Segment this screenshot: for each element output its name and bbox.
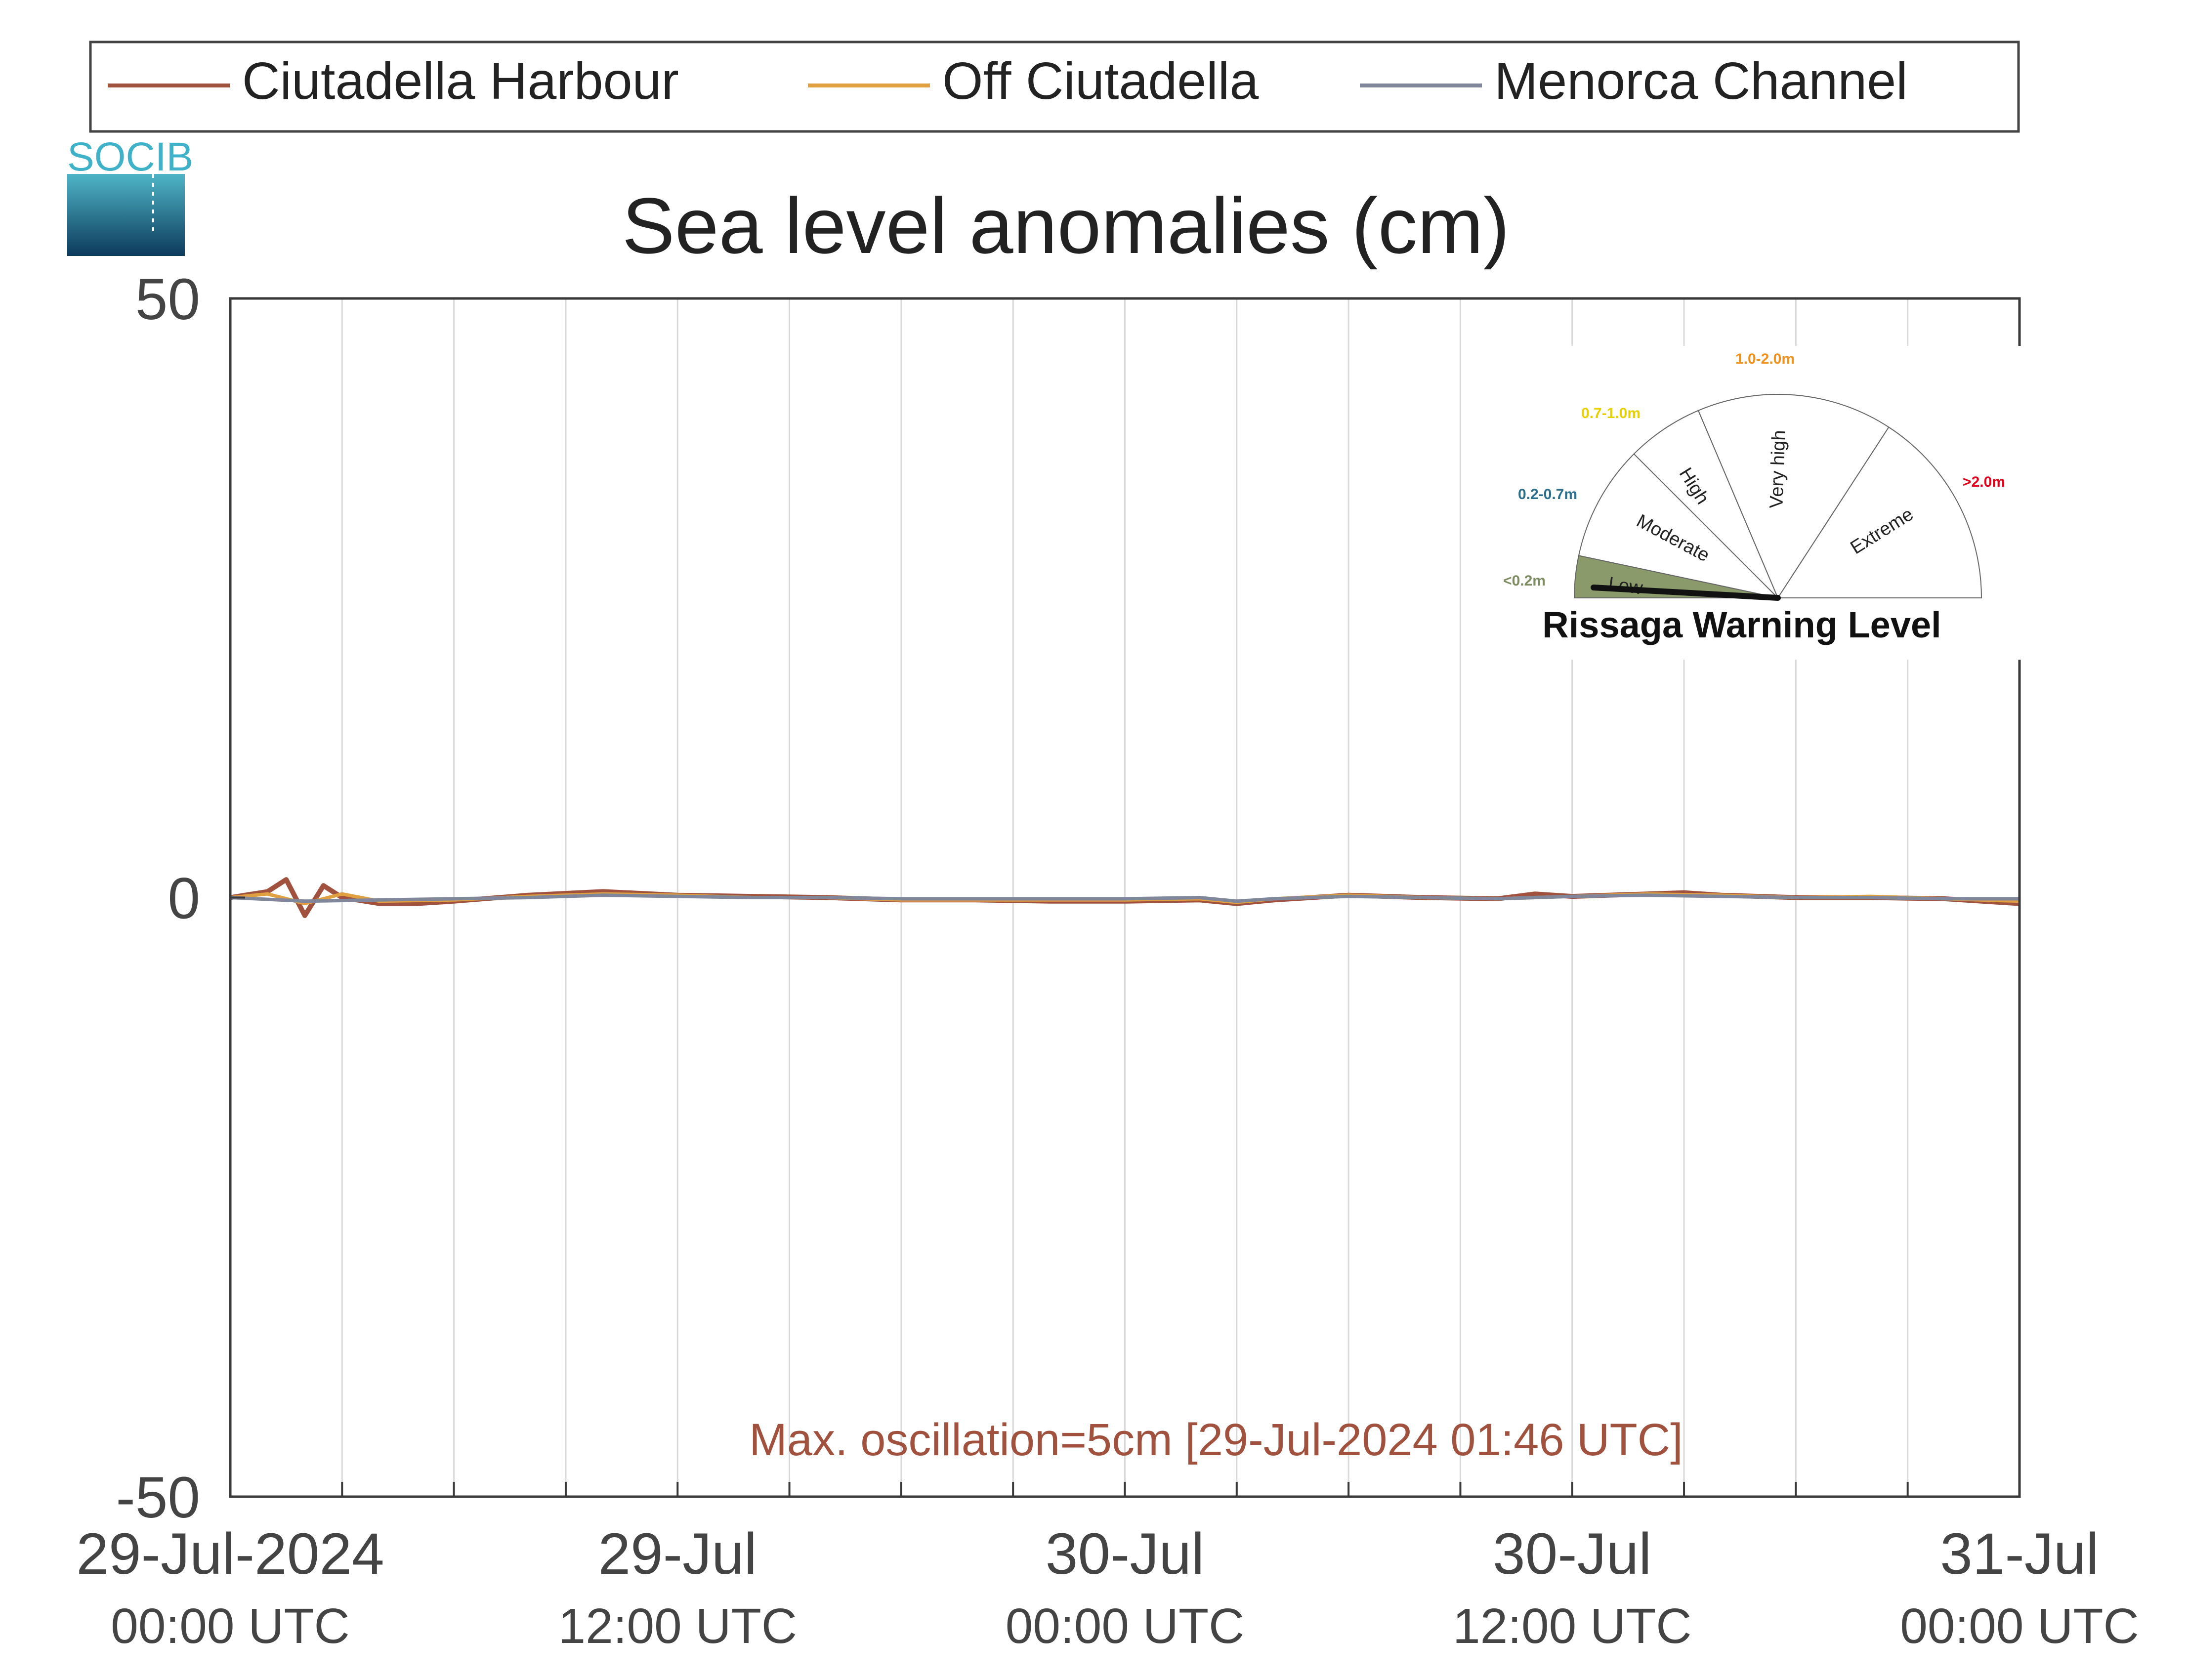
- x-tick-label-time: 12:00 UTC: [1453, 1598, 1692, 1654]
- gauge-sector-very-high: [1697, 394, 1890, 599]
- x-tick-label-time: 00:00 UTC: [111, 1598, 350, 1654]
- y-tick-label: 50: [135, 267, 200, 332]
- gauge-sector-extreme: [1777, 426, 1982, 598]
- y-tick-label: 0: [168, 866, 200, 931]
- gauge-range-label: >2.0m: [1963, 474, 2005, 490]
- x-tick-label-time: 00:00 UTC: [1900, 1598, 2139, 1654]
- series-line-menorca-channel: [230, 893, 2020, 903]
- legend-label-menorca-channel: Menorca Channel: [1494, 52, 1908, 110]
- chart-title: Sea level anomalies (cm): [622, 181, 1510, 270]
- gauge-range-label: <0.2m: [1503, 573, 1546, 589]
- gauge-level-label: Very high: [1766, 430, 1790, 509]
- x-tick-label-date: 30-Jul: [1046, 1521, 1204, 1587]
- gauge-sector-high: [1633, 410, 1778, 598]
- legend-box: [89, 41, 2020, 133]
- gauge-range-label: 0.7-1.0m: [1581, 405, 1641, 421]
- x-tick-label-date: 29-Jul-2024: [76, 1521, 384, 1587]
- legend-label-off-ciutadella: Off Ciutadella: [942, 52, 1259, 110]
- x-tick-label-date: 29-Jul: [598, 1521, 757, 1587]
- legend-label-ciutadella-harbour: Ciutadella Harbour: [242, 52, 679, 110]
- y-axis: -50 0 50: [116, 267, 245, 1530]
- series-group: [230, 877, 2020, 918]
- gauge-sector-moderate: [1578, 453, 1780, 599]
- x-tick-label-time: 00:00 UTC: [1006, 1598, 1245, 1654]
- y-tick-label: -50: [116, 1465, 200, 1530]
- x-tick-label-date: 31-Jul: [1940, 1521, 2099, 1587]
- x-tick-label-date: 30-Jul: [1493, 1521, 1651, 1587]
- socib-logo-block: [67, 174, 185, 256]
- gauge-sectors: [1573, 394, 1982, 599]
- max-oscillation-annotation: Max. oscillation=5cm [29-Jul-2024 01:46 …: [749, 1415, 1683, 1465]
- legend: Ciutadella Harbour Off Ciutadella Menorc…: [89, 41, 2020, 133]
- gauge-range-label: 1.0-2.0m: [1735, 351, 1795, 367]
- x-axis: 29-Jul-2024 00:00 UTC 29-Jul 12:00 UTC 30-Ju…: [76, 1482, 2139, 1654]
- gauge-needle: [1591, 585, 1781, 601]
- socib-logo: SOCIB: [67, 134, 193, 256]
- gauge-title: Rissaga Warning Level: [1542, 604, 1941, 645]
- gauge-range-label: 0.2-0.7m: [1518, 486, 1577, 503]
- socib-logo-text: SOCIB: [67, 134, 193, 179]
- x-tick-label-time: 12:00 UTC: [558, 1598, 797, 1654]
